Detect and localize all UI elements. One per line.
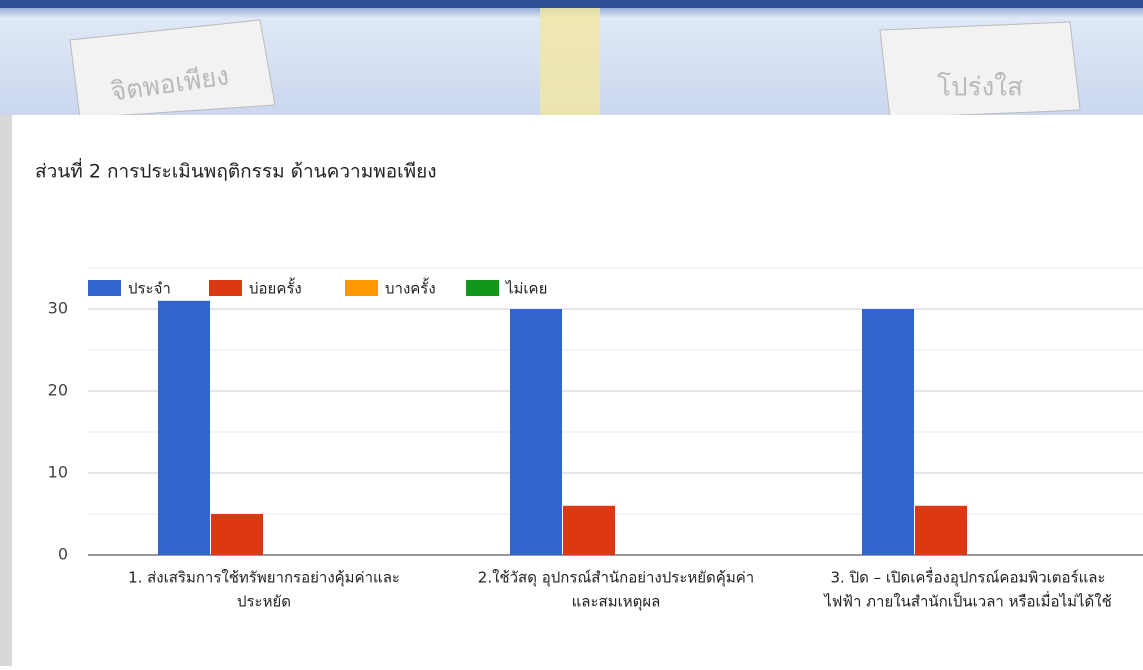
x-tick-label: 1. ส่งเสริมการใช้ทรัพยากรอย่างคุ้มค่าและ	[128, 569, 400, 588]
legend-label: ประจำ	[128, 280, 171, 298]
y-tick-label: 10	[48, 463, 68, 482]
x-tick-label: 3. ปิด – เปิดเครื่องอุปกรณ์คอมพิวเตอร์แล…	[831, 567, 1106, 588]
bar	[211, 514, 263, 555]
legend-swatch	[88, 280, 121, 296]
banner-emblem	[540, 8, 600, 118]
y-tick-label: 20	[48, 381, 68, 400]
legend-swatch	[209, 280, 242, 296]
bar	[158, 300, 210, 555]
chart-title: ส่วนที่ 2 การประเมินพฤติกรรม ด้านความพอเ…	[35, 158, 437, 183]
legend-label: ไม่เคย	[505, 280, 547, 298]
x-tick-label: 2.ใช้วัสดุ อุปกรณ์สำนักอย่างประหยัดคุ้มค…	[478, 569, 754, 588]
x-tick-label: ไฟฟ้า ภายในสำนักเป็นเวลา หรือเมื่อไม่ได้…	[823, 591, 1112, 611]
y-tick-label: 0	[58, 545, 68, 564]
banner-book-right	[879, 21, 1081, 119]
legend-swatch	[345, 280, 378, 296]
panel-edge	[0, 115, 14, 666]
y-tick-label: 30	[48, 299, 68, 318]
legend-swatch	[466, 280, 499, 296]
legend-label: บางครั้ง	[385, 278, 436, 298]
bar	[563, 505, 615, 555]
x-tick-label: ประหยัด	[237, 593, 291, 611]
bar	[915, 505, 967, 555]
bar	[862, 309, 914, 555]
banner-book-left	[69, 19, 276, 119]
banner-frame	[0, 0, 1143, 8]
bar	[510, 309, 562, 555]
x-tick-label: และสมเหตุผล	[572, 593, 661, 612]
banner-right-text: โปร่งใส	[937, 72, 1023, 103]
legend-label: บ่อยครั้ง	[249, 278, 302, 298]
